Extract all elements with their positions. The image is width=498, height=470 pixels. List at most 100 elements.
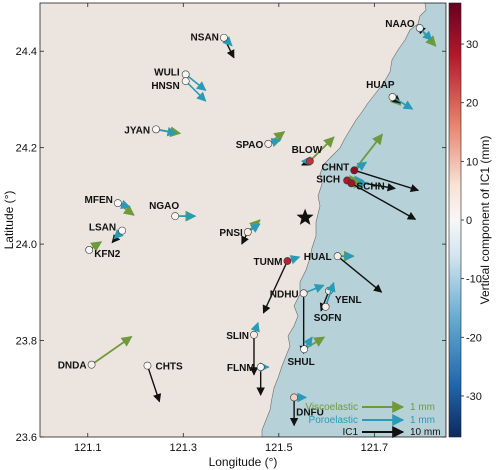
station-marker	[171, 212, 180, 221]
station-marker	[256, 363, 265, 371]
station-tunm	[262, 255, 301, 314]
station-blow	[300, 136, 335, 166]
station-marker	[283, 257, 292, 265]
colorbar-title: Vertical component of IC1 (mm)	[478, 136, 492, 305]
station-sofn	[321, 281, 336, 311]
station-label: KFN2	[94, 249, 121, 260]
colorbar-tick-label: -10	[466, 274, 482, 286]
station-marker	[243, 228, 252, 236]
x-tick-label: 121.7	[361, 442, 389, 454]
legend-scale-poroelastic: 1 mm	[410, 415, 435, 426]
station-labels: NAAO NSAN WULI HNSN HUAP JYAN SPAO BLOW CHNTSICH…	[58, 19, 415, 418]
y-tick-label: 24.0	[16, 239, 37, 251]
colorbar-tick-label: -30	[466, 391, 482, 403]
station-vectors	[85, 24, 437, 427]
station-label: MFEN	[85, 195, 113, 206]
station-label: SCHN	[356, 181, 384, 192]
legend-label-ic1: IC1	[342, 427, 358, 438]
poro-vector	[185, 80, 207, 102]
station-marker	[321, 302, 330, 311]
station-lsan	[111, 226, 127, 244]
station-label: TUNM	[254, 257, 283, 268]
station-label: SPAO	[236, 140, 264, 151]
station-marker	[219, 33, 228, 42]
station-marker	[143, 361, 152, 370]
map-panel: NAAO NSAN WULI HNSN HUAP JYAN SPAO BLOW CHNTSICH…	[2, 2, 447, 469]
station-marker	[181, 70, 190, 79]
poro-vector	[324, 281, 336, 308]
station-label: CHNT	[322, 162, 350, 173]
station-kfn2	[85, 241, 103, 254]
colorbar-tick-label: 20	[466, 98, 478, 110]
station-marker	[290, 393, 299, 402]
station-label: NDHU	[270, 289, 299, 300]
station-label: PNSI	[219, 228, 243, 239]
colorbar: 30 20 10 0 -10 -20 -30 Vertical component of I…	[448, 2, 492, 438]
y-axis-ticks: 24.4 24.2 24.0 23.8 23.6	[16, 46, 446, 444]
y-axis-title: Latitude (°)	[2, 191, 16, 250]
station-label: JYAN	[124, 125, 150, 136]
x-tick-label: 121.1	[74, 442, 102, 454]
station-marker	[264, 139, 273, 148]
station-label: LSAN	[89, 223, 116, 234]
station-nsan	[219, 33, 235, 59]
station-label: HUAL	[304, 252, 332, 263]
ic1-vector	[351, 182, 417, 220]
legend-label-viscoelastic: Viscoelastic	[305, 402, 358, 413]
station-marker	[299, 289, 308, 298]
station-marker	[388, 93, 397, 101]
y-tick-label: 24.2	[16, 143, 37, 155]
station-marker	[113, 199, 122, 208]
x-tick-label: 121.5	[265, 442, 293, 454]
legend-label-poroelastic: Poroelastic	[309, 415, 358, 426]
station-marker	[300, 345, 309, 354]
map-frame	[39, 2, 447, 438]
station-schn	[347, 177, 417, 220]
station-shul	[300, 336, 326, 354]
legend: Viscoelastic 1 mm Poroelastic 1 mm IC1 1…	[305, 401, 441, 438]
station-marker	[333, 252, 342, 261]
poro-vector	[185, 73, 207, 91]
y-tick-label: 24.4	[16, 46, 37, 58]
station-marker	[350, 166, 359, 175]
x-axis-ticks: 121.1 121.3 121.5 121.7	[74, 3, 388, 454]
station-hual	[333, 250, 383, 293]
colorbar-tick-label: 0	[466, 215, 472, 227]
station-spao	[264, 131, 286, 148]
colorbar-tick-label: -20	[466, 332, 482, 344]
station-chnt	[350, 133, 420, 193]
station-label: WULI	[154, 67, 180, 78]
station-marker	[152, 125, 160, 134]
station-label: SLIN	[226, 331, 249, 342]
station-label: SHUL	[288, 357, 315, 368]
station-flnm	[256, 362, 270, 396]
station-label: YENL	[335, 295, 362, 306]
station-label: HUAP	[366, 80, 395, 91]
station-marker	[181, 77, 190, 86]
station-jyan	[152, 125, 182, 138]
colorbar-ticks: 30 20 10 0 -10 -20 -30	[461, 39, 482, 403]
station-marker	[87, 360, 96, 369]
legend-scale-ic1: 10 mm	[410, 427, 441, 438]
station-mfen	[113, 199, 135, 216]
station-marker	[415, 24, 424, 32]
y-tick-label: 23.6	[16, 432, 37, 444]
y-tick-label: 23.8	[16, 336, 37, 348]
station-chts	[143, 361, 162, 403]
station-huap	[388, 93, 414, 110]
station-marker	[305, 157, 314, 166]
x-tick-label: 121.3	[170, 442, 198, 454]
station-ngao	[171, 210, 197, 222]
legend-scale-viscoelastic: 1 mm	[410, 402, 435, 413]
ic1-vector	[146, 365, 162, 403]
station-label: SICH	[316, 174, 340, 185]
station-slin	[249, 321, 260, 376]
station-marker	[250, 330, 258, 339]
vis-vector	[309, 136, 335, 162]
station-label: NGAO	[149, 201, 179, 212]
station-dnda	[87, 335, 133, 369]
colorbar-tick-label: 30	[466, 39, 478, 51]
station-naao	[415, 24, 437, 47]
station-label: HNSN	[151, 81, 179, 92]
